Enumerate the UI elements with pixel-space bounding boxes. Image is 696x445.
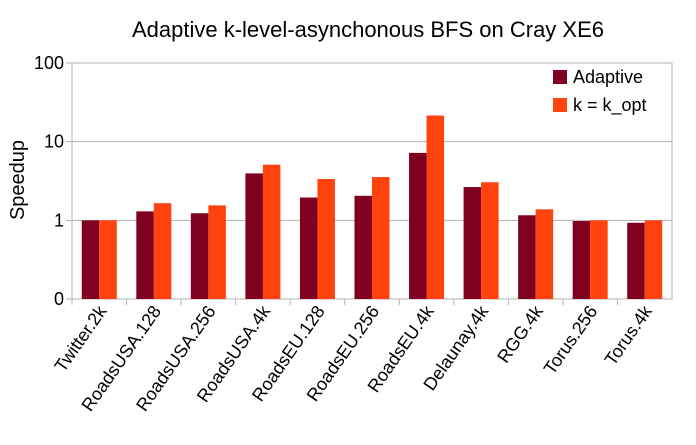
- legend-label: Adaptive: [573, 67, 643, 87]
- y-tick-label: 1: [54, 210, 64, 230]
- bar-k-opt: [99, 220, 117, 299]
- bar-adaptive: [463, 187, 482, 299]
- y-axis-label: Speedup: [7, 140, 29, 220]
- bar-k-opt: [481, 182, 499, 299]
- bar-k-opt: [644, 220, 663, 299]
- x-tick-label: Twitter.2k: [51, 301, 112, 376]
- bar-k-opt: [153, 203, 172, 299]
- y-tick-label: 10: [44, 132, 64, 152]
- x-tick-label: RGG.4k: [493, 301, 547, 367]
- bar-adaptive: [627, 222, 645, 299]
- bar-k-opt: [262, 164, 281, 299]
- bar-k-opt: [317, 179, 335, 299]
- x-tick-label: Torus.4k: [601, 301, 657, 369]
- bar-k-opt: [208, 205, 226, 299]
- bar-adaptive: [518, 215, 536, 299]
- x-tick-label: Torus.256: [540, 302, 602, 378]
- legend: Adaptive k = k_opt: [553, 67, 647, 116]
- bar-adaptive: [81, 220, 100, 299]
- y-tick-label: 100: [34, 53, 64, 73]
- legend-label: k = k_opt: [573, 95, 647, 116]
- bar-adaptive: [354, 195, 372, 299]
- bar-adaptive: [299, 197, 318, 299]
- bar-k-opt: [590, 220, 608, 299]
- bar-adaptive: [409, 152, 427, 299]
- bar-adaptive: [572, 221, 591, 299]
- chart-title: Adaptive k-level-asynchonous BFS on Cray…: [132, 17, 604, 42]
- bar-adaptive: [245, 173, 263, 299]
- bar-adaptive: [190, 213, 209, 299]
- legend-swatch: [553, 98, 567, 112]
- bar-k-opt: [535, 209, 554, 299]
- bar-k-opt: [426, 115, 445, 300]
- bar-adaptive: [136, 211, 154, 299]
- bar-k-opt: [372, 177, 390, 299]
- legend-swatch: [553, 70, 567, 84]
- y-tick-label: 0: [54, 289, 64, 309]
